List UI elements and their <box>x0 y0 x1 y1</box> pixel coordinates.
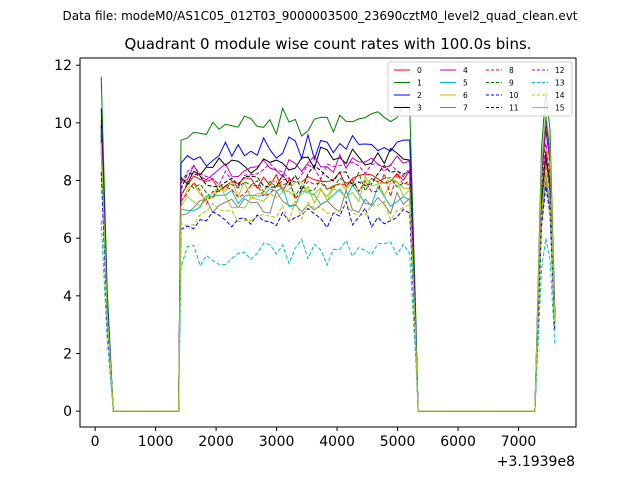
x-tick-label: 4000 <box>319 434 355 450</box>
legend-label-7: 7 <box>463 104 468 113</box>
legend-label-15: 15 <box>555 104 565 113</box>
x-tick-label: 2000 <box>198 434 234 450</box>
y-tick-label: 8 <box>63 174 72 190</box>
legend-label-3: 3 <box>417 104 422 113</box>
legend-label-0: 0 <box>417 66 422 75</box>
legend-label-13: 13 <box>555 79 565 88</box>
legend-label-5: 5 <box>463 79 468 88</box>
series-line-0 <box>100 119 556 412</box>
y-axis: 0 2 4 6 8 10 12 <box>54 58 80 420</box>
legend-label-11: 11 <box>509 104 519 113</box>
legend-label-14: 14 <box>555 91 565 100</box>
legend-label-6: 6 <box>463 91 468 100</box>
series-line-12 <box>100 128 556 412</box>
x-tick-label: 5000 <box>380 434 416 450</box>
y-tick-label: 2 <box>63 346 72 362</box>
legend-label-2: 2 <box>417 91 422 100</box>
y-tick-label: 12 <box>54 58 72 74</box>
y-tick-label: 4 <box>63 289 72 305</box>
series-line-14 <box>100 145 556 412</box>
legend-label-4: 4 <box>463 66 468 75</box>
x-tick-label: 7000 <box>501 434 537 450</box>
series-line-11 <box>100 134 556 412</box>
figure-suptitle: Data file: modeM0/AS1C05_012T03_90000035… <box>62 9 577 23</box>
legend-label-9: 9 <box>509 79 514 88</box>
y-tick-label: 6 <box>63 231 72 247</box>
series-layer <box>100 76 556 412</box>
x-tick-label: 6000 <box>440 434 476 450</box>
x-axis-offset-label: +3.1939e8 <box>497 454 575 470</box>
y-tick-label: 0 <box>63 404 72 420</box>
series-line-2 <box>100 108 556 412</box>
axes-frame <box>79 57 577 428</box>
legend-label-10: 10 <box>509 91 519 100</box>
legend-label-12: 12 <box>555 66 565 75</box>
series-line-4 <box>100 125 556 412</box>
y-tick-label: 10 <box>54 116 72 132</box>
series-line-3 <box>100 125 556 412</box>
series-line-15 <box>100 111 556 412</box>
x-tick-label: 1000 <box>138 434 174 450</box>
legend-frame <box>387 61 573 117</box>
series-line-13 <box>100 220 556 412</box>
x-tick-label: 0 <box>91 434 100 450</box>
x-axis: 0 1000 2000 3000 4000 5000 6000 7000 <box>91 427 537 450</box>
chart-title: Quadrant 0 module wise count rates with … <box>124 35 531 53</box>
legend-label-1: 1 <box>417 79 422 88</box>
legend-label-8: 8 <box>509 66 514 75</box>
x-tick-label: 3000 <box>259 434 295 450</box>
series-line-7 <box>100 148 556 412</box>
